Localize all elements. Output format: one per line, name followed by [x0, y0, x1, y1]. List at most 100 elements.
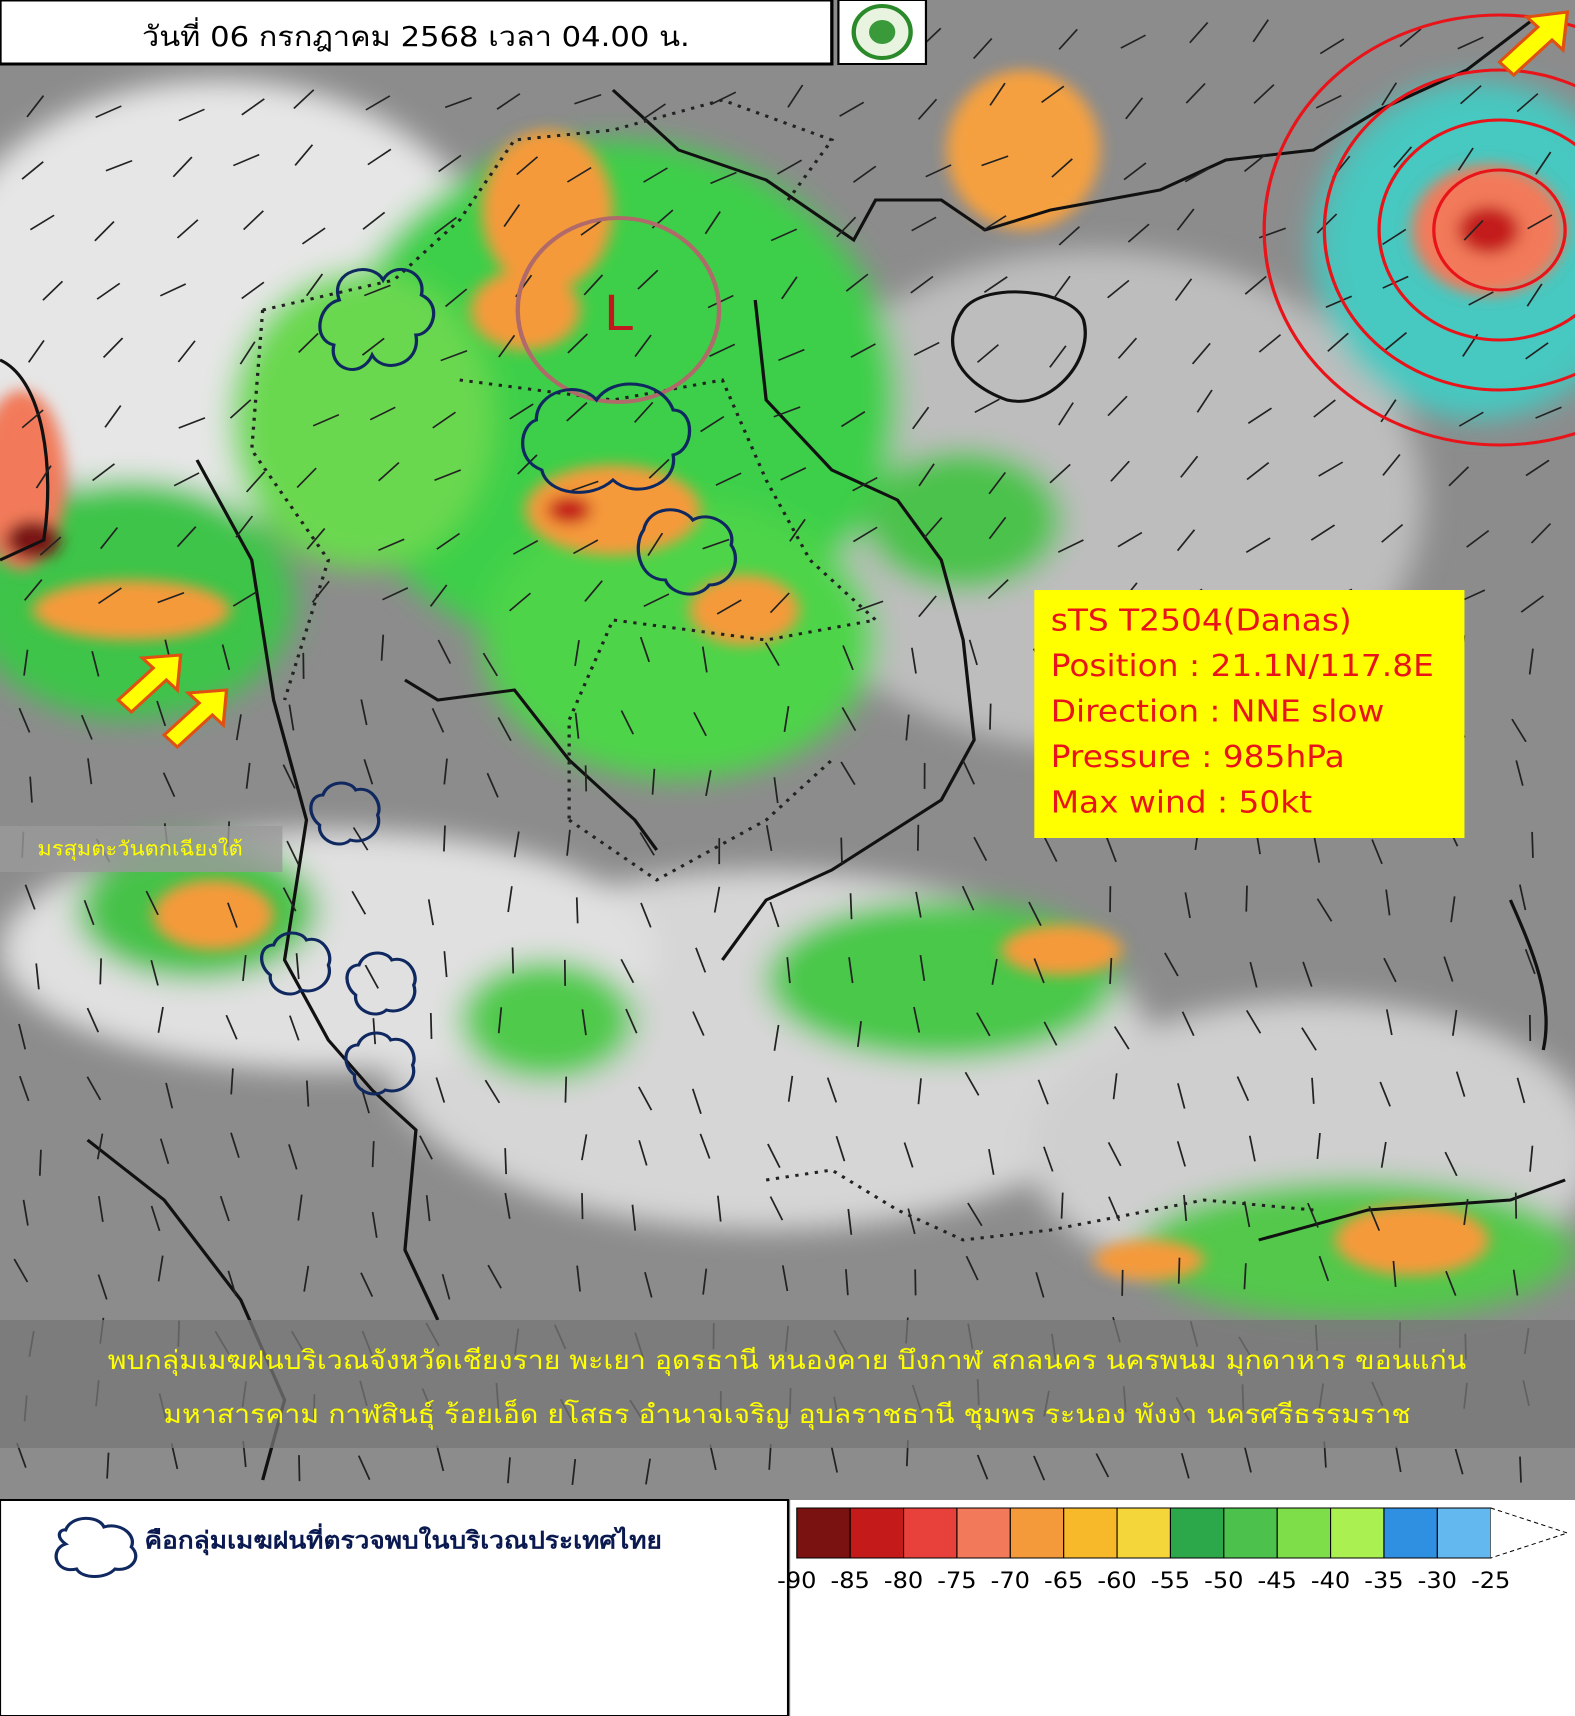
- wind-barb: [1184, 892, 1191, 919]
- colorbar-segment: [849, 1507, 905, 1559]
- colorbar-segment: [1063, 1507, 1118, 1559]
- wind-barb: [982, 215, 1007, 232]
- wind-barb: [787, 84, 804, 108]
- wind-barb: [1244, 275, 1267, 295]
- wind-barb: [918, 463, 935, 487]
- wind-barb: [18, 1023, 27, 1050]
- wind-barb: [571, 1459, 577, 1486]
- wind-barb: [581, 1193, 584, 1220]
- wind-barb: [298, 1455, 301, 1482]
- wind-barb: [357, 1455, 371, 1480]
- wind-barb: [575, 897, 579, 924]
- colorbar-label: -60: [1097, 1569, 1136, 1594]
- wind-barb: [371, 1141, 375, 1168]
- wind-barb: [850, 343, 876, 358]
- wind-barb: [378, 538, 405, 551]
- wind-barb: [444, 288, 468, 308]
- wind-barb: [773, 1024, 780, 1051]
- wind-barb: [572, 539, 599, 555]
- wind-barb: [23, 579, 43, 601]
- wind-barb: [362, 211, 386, 230]
- wind-barb: [1379, 1081, 1391, 1107]
- wind-barb: [435, 1077, 446, 1103]
- wind-barb: [235, 714, 242, 741]
- wind-barb: [1184, 167, 1211, 183]
- wind-barb: [443, 825, 446, 852]
- wind-barb: [39, 536, 62, 556]
- wind-barb: [1381, 523, 1404, 543]
- wind-barb: [431, 708, 445, 733]
- wind-barb: [639, 832, 655, 856]
- wind-barb: [150, 959, 159, 986]
- wind-barb: [432, 411, 456, 429]
- colorbar-label: -85: [831, 1569, 870, 1594]
- header-title: วันที่ 06 กรกฎาคม 2568 เวลา 04.00 น.: [142, 17, 690, 52]
- wind-barb: [225, 1014, 238, 1040]
- wind-barb: [1196, 389, 1213, 413]
- wind-barb: [1444, 1151, 1458, 1177]
- wind-barb: [1392, 1260, 1397, 1287]
- wind-barb: [845, 1269, 849, 1296]
- wind-barb: [80, 714, 93, 740]
- wind-barb: [487, 1264, 502, 1289]
- wind-barb: [305, 273, 324, 297]
- wind-barb: [242, 954, 247, 981]
- wind-barb: [1325, 295, 1353, 308]
- wind-barb: [1112, 1073, 1118, 1100]
- wind-barb: [512, 539, 539, 555]
- monsoon-label: มรสุมตะวันตกเฉียงใต้: [37, 838, 242, 862]
- wind-barb: [1450, 896, 1456, 923]
- wind-barb: [852, 165, 877, 183]
- wind-barb: [1368, 1206, 1381, 1231]
- wind-barb: [1253, 84, 1275, 104]
- wind-barb: [1033, 958, 1045, 984]
- wind-barb: [1530, 523, 1552, 544]
- wind-barb: [972, 37, 993, 60]
- wind-barb: [648, 458, 670, 479]
- wind-barb: [976, 1454, 989, 1480]
- wind-barb: [361, 337, 385, 356]
- wind-barb: [1516, 93, 1539, 113]
- wind-barb: [849, 893, 853, 920]
- wind-barb: [282, 764, 296, 789]
- wind-barb: [1463, 1199, 1469, 1226]
- storm-rings: [1262, 13, 1575, 447]
- wind-barb: [288, 1144, 298, 1170]
- wind-barb: [704, 211, 721, 235]
- wind-barb: [852, 476, 878, 492]
- wind-barb: [289, 1015, 300, 1041]
- wind-barb: [513, 831, 520, 858]
- wind-barb: [644, 1272, 653, 1298]
- wind-barb: [1535, 151, 1552, 175]
- wind-barb: [1107, 395, 1128, 417]
- legend-text: คือกลุ่มเมฆฝนที่ตรวจพบในบริเวณประเทศไทย: [144, 1523, 661, 1556]
- wind-barb: [1380, 1141, 1387, 1168]
- wind-barb: [988, 1148, 995, 1175]
- colorbar-label: -35: [1364, 1569, 1403, 1594]
- wind-barb: [633, 401, 654, 423]
- wind-barb: [580, 218, 605, 236]
- wind-barb: [1035, 1272, 1045, 1298]
- wind-barb: [787, 1075, 794, 1102]
- wind-barb: [227, 902, 238, 928]
- wind-barb: [767, 1143, 781, 1168]
- wind-arrows: [115, 10, 1570, 750]
- wind-barb: [770, 228, 798, 242]
- wind-barb: [962, 760, 976, 785]
- wind-barb: [26, 95, 45, 118]
- wind-barb: [1313, 836, 1321, 863]
- wind-barb: [1183, 1194, 1188, 1221]
- wind-barb: [1385, 1009, 1393, 1036]
- wind-barb: [1519, 1456, 1522, 1483]
- wind-barb: [29, 214, 55, 231]
- wind-barb: [847, 1208, 853, 1235]
- wind-barb: [1189, 21, 1209, 44]
- wind-barb: [918, 595, 937, 618]
- wind-barb: [1049, 463, 1071, 484]
- wind-barb: [919, 955, 926, 981]
- wind-barb: [1445, 1270, 1457, 1296]
- wind-barb: [96, 282, 121, 300]
- wind-barb: [1307, 1202, 1319, 1228]
- wind-barb: [967, 1202, 983, 1227]
- wind-barb: [911, 647, 917, 674]
